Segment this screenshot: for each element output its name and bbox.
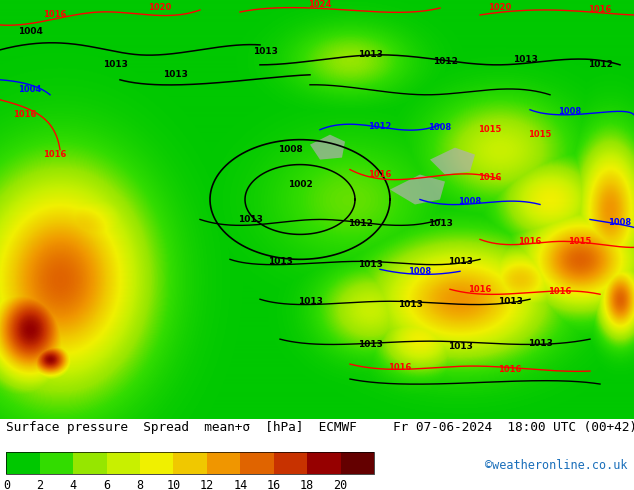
Text: 1013: 1013 (103, 60, 127, 70)
Text: 1013: 1013 (238, 215, 262, 224)
Text: 1016: 1016 (519, 237, 541, 246)
Text: 1015: 1015 (478, 125, 501, 134)
Text: 1016: 1016 (588, 5, 612, 15)
Text: 1015: 1015 (568, 237, 592, 246)
Text: 1013: 1013 (448, 342, 472, 351)
Bar (174, 452, 207, 474)
Text: 1020: 1020 (148, 3, 172, 12)
Polygon shape (310, 135, 345, 160)
Bar (107, 452, 140, 474)
Text: 1016: 1016 (548, 287, 572, 296)
Polygon shape (390, 174, 445, 204)
Text: 1013: 1013 (268, 257, 292, 266)
Bar (340, 452, 374, 474)
Text: 18: 18 (300, 479, 314, 490)
Text: 1013: 1013 (162, 70, 188, 79)
Text: 1013: 1013 (427, 219, 453, 228)
Text: 1012: 1012 (347, 219, 372, 228)
Text: 1016: 1016 (498, 365, 522, 373)
Text: 1016: 1016 (388, 363, 411, 371)
Text: 10: 10 (166, 479, 181, 490)
Text: 1004: 1004 (18, 27, 42, 36)
Text: 1020: 1020 (488, 3, 512, 12)
Text: 1016: 1016 (469, 285, 492, 294)
Text: 1008: 1008 (609, 218, 631, 227)
Text: 16: 16 (267, 479, 281, 490)
Bar (274, 452, 307, 474)
Text: 1013: 1013 (297, 297, 323, 306)
Text: 4: 4 (70, 479, 77, 490)
Text: 1016: 1016 (43, 10, 67, 20)
Text: 1008: 1008 (429, 123, 451, 132)
Text: 1013: 1013 (448, 257, 472, 266)
Text: 2: 2 (36, 479, 43, 490)
Text: 1002: 1002 (288, 180, 313, 189)
Text: 6: 6 (103, 479, 110, 490)
Bar (240, 452, 274, 474)
Text: 1008: 1008 (458, 197, 482, 206)
Text: 1008: 1008 (559, 107, 581, 116)
Text: Fr 07-06-2024  18:00 UTC (00+42): Fr 07-06-2024 18:00 UTC (00+42) (393, 421, 634, 434)
Text: 8: 8 (136, 479, 144, 490)
Text: 1013: 1013 (498, 297, 522, 306)
Text: Surface pressure  Spread  mean+σ  [hPa]  ECMWF: Surface pressure Spread mean+σ [hPa] ECM… (6, 421, 357, 434)
Text: 1013: 1013 (358, 340, 382, 349)
Text: 14: 14 (233, 479, 247, 490)
Text: 1013: 1013 (252, 48, 278, 56)
Bar (207, 452, 240, 474)
Bar (140, 452, 174, 474)
Text: 1012: 1012 (368, 122, 392, 131)
Bar (40, 452, 73, 474)
Text: 0: 0 (3, 479, 10, 490)
Bar (6, 452, 374, 474)
Text: 1015: 1015 (528, 130, 552, 139)
Bar (6, 452, 40, 474)
Text: 1012: 1012 (432, 57, 458, 66)
Text: 1013: 1013 (398, 300, 422, 309)
Text: 1012: 1012 (588, 60, 612, 70)
Bar (73, 452, 107, 474)
Text: 12: 12 (200, 479, 214, 490)
Bar (307, 452, 340, 474)
Text: 1013: 1013 (527, 339, 552, 347)
Text: 1016: 1016 (478, 173, 501, 182)
Text: 20: 20 (333, 479, 348, 490)
Text: ©weatheronline.co.uk: ©weatheronline.co.uk (485, 459, 628, 472)
Text: 1016: 1016 (13, 110, 37, 119)
Text: 1008: 1008 (408, 267, 432, 276)
Text: 1016: 1016 (368, 170, 392, 179)
Text: 1013: 1013 (358, 50, 382, 59)
Polygon shape (430, 147, 475, 174)
Text: 1024: 1024 (308, 0, 332, 9)
Text: 1008: 1008 (278, 145, 302, 154)
Text: 1013: 1013 (512, 55, 538, 64)
Text: 1013: 1013 (358, 260, 382, 269)
Text: 1016: 1016 (43, 150, 67, 159)
Text: 1004: 1004 (18, 85, 42, 94)
